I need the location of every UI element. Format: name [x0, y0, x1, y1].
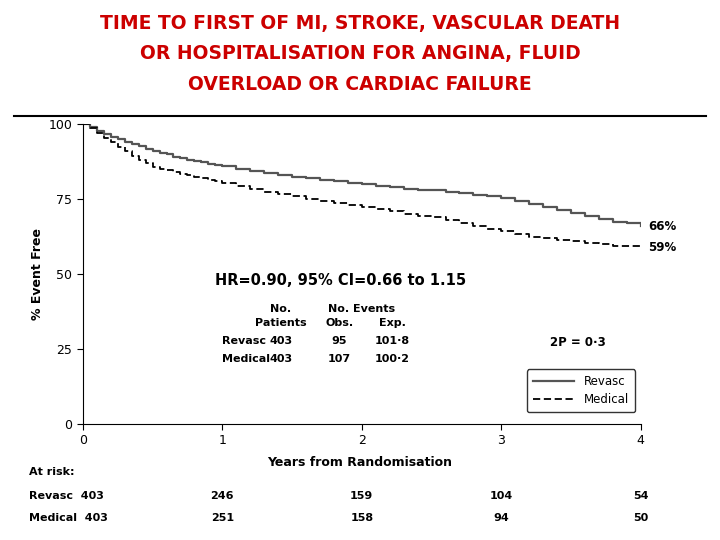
Text: 104: 104	[490, 491, 513, 502]
Text: Revasc  403: Revasc 403	[29, 491, 104, 502]
Text: TIME TO FIRST OF MI, STROKE, VASCULAR DEATH: TIME TO FIRST OF MI, STROKE, VASCULAR DE…	[100, 14, 620, 32]
Text: Patients: Patients	[255, 319, 307, 328]
Text: 246: 246	[210, 491, 234, 502]
Text: 159: 159	[350, 491, 374, 502]
Text: 94: 94	[493, 513, 509, 523]
Text: 403: 403	[269, 354, 292, 364]
Text: 2P = 0·3: 2P = 0·3	[550, 336, 606, 349]
Text: 251: 251	[211, 513, 234, 523]
Text: 95: 95	[332, 336, 347, 347]
Text: Revasc: Revasc	[222, 336, 266, 347]
Text: 100·2: 100·2	[375, 354, 410, 364]
Text: Medical  403: Medical 403	[29, 513, 108, 523]
Y-axis label: % Event Free: % Event Free	[32, 228, 45, 320]
Text: 158: 158	[350, 513, 374, 523]
Legend: Revasc, Medical: Revasc, Medical	[527, 369, 635, 412]
Text: 107: 107	[328, 354, 351, 364]
Text: Years from Randomisation: Years from Randomisation	[268, 456, 452, 469]
Text: OVERLOAD OR CARDIAC FAILURE: OVERLOAD OR CARDIAC FAILURE	[188, 75, 532, 94]
Text: No.: No.	[270, 303, 292, 314]
Text: 54: 54	[633, 491, 649, 502]
Text: 50: 50	[633, 513, 649, 523]
Text: No. Events: No. Events	[328, 303, 395, 314]
Text: Medical: Medical	[222, 354, 270, 364]
Text: 101·8: 101·8	[375, 336, 410, 347]
Text: Exp.: Exp.	[379, 319, 406, 328]
Text: HR=0.90, 95% CI=0.66 to 1.15: HR=0.90, 95% CI=0.66 to 1.15	[215, 273, 467, 287]
Text: OR HOSPITALISATION FOR ANGINA, FLUID: OR HOSPITALISATION FOR ANGINA, FLUID	[140, 44, 580, 63]
Text: 403: 403	[269, 336, 292, 347]
Text: 66%: 66%	[648, 220, 676, 233]
Text: At risk:: At risk:	[29, 467, 74, 477]
Text: 59%: 59%	[648, 241, 676, 254]
Text: Obs.: Obs.	[325, 319, 354, 328]
